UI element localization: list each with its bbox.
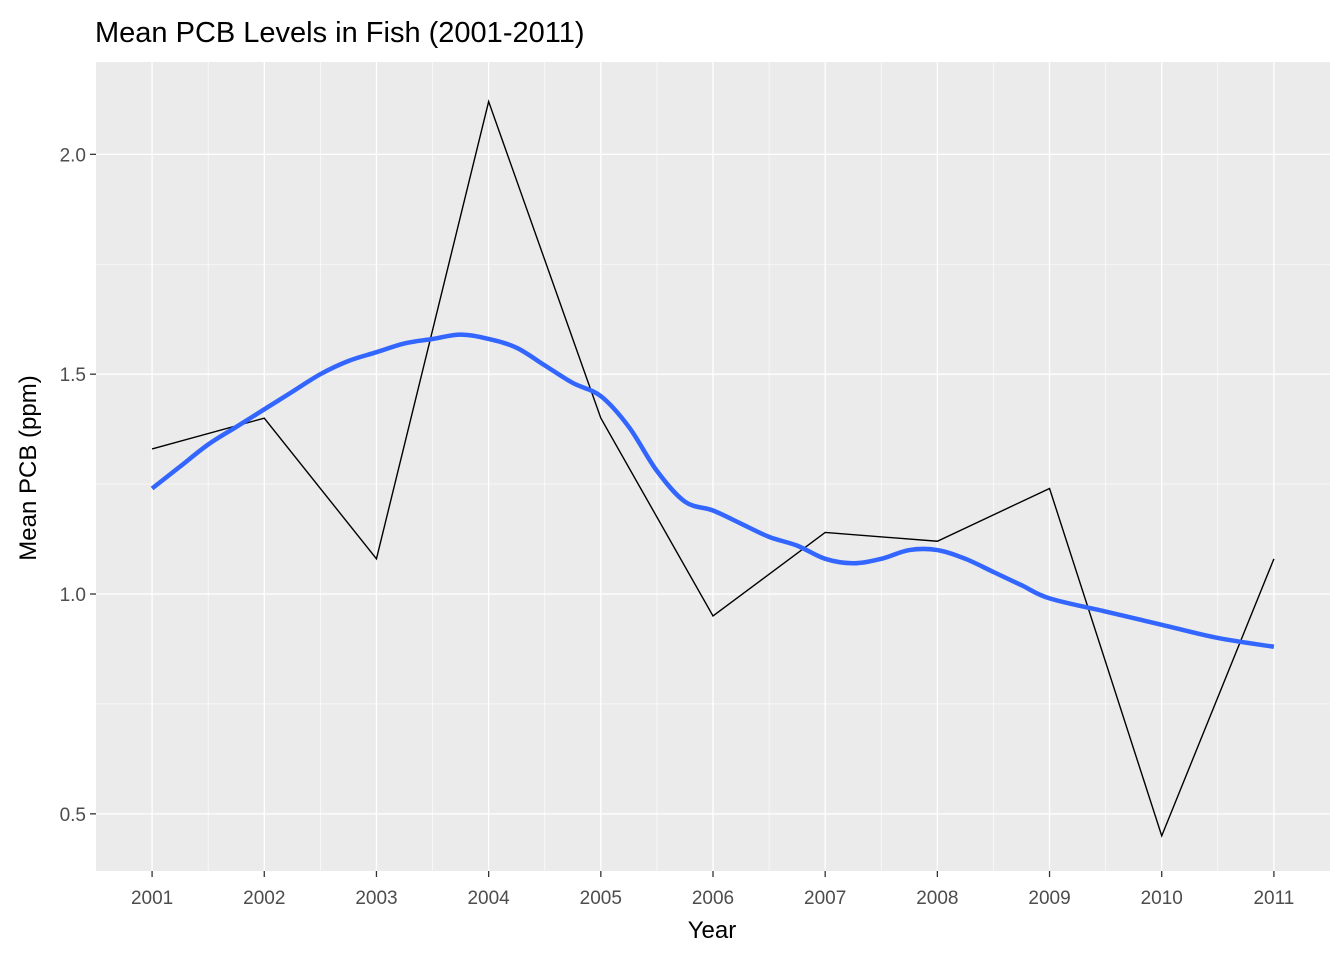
x-axis-title: Year xyxy=(688,917,737,944)
x-tick-label: 2006 xyxy=(692,888,734,909)
series-layer xyxy=(150,99,1275,838)
series-line-smoothed-trend xyxy=(150,332,1275,649)
y-tick-label: 1.0 xyxy=(60,585,86,606)
x-tick-label: 2003 xyxy=(355,888,397,909)
y-axis: 0.5 1.0 1.5 2.0 xyxy=(60,145,96,826)
x-tick-label: 2010 xyxy=(1141,888,1183,909)
x-tick-label: 2001 xyxy=(131,888,173,909)
chart-title: Mean PCB Levels in Fish (2001-2011) xyxy=(95,17,585,49)
x-tick-label: 2009 xyxy=(1028,888,1070,909)
x-tick-label: 2004 xyxy=(467,888,510,909)
x-tick-label: 2011 xyxy=(1253,888,1294,909)
y-axis-title: Mean PCB (ppm) xyxy=(15,375,42,560)
series-line-observed xyxy=(151,99,1275,838)
x-tick-label: 2008 xyxy=(916,888,958,909)
y-tick-label: 0.5 xyxy=(60,805,86,826)
y-tick-label: 2.0 xyxy=(60,145,86,166)
x-tick-label: 2005 xyxy=(580,888,622,909)
x-axis: 2001 2002 2003 2004 2005 2006 2007 2008 2009 2010… xyxy=(131,871,1294,909)
major-gridlines xyxy=(96,62,1330,871)
x-tick-label: 2002 xyxy=(243,888,285,909)
y-tick-label: 1.5 xyxy=(60,365,86,386)
x-tick-label: 2007 xyxy=(804,888,846,909)
